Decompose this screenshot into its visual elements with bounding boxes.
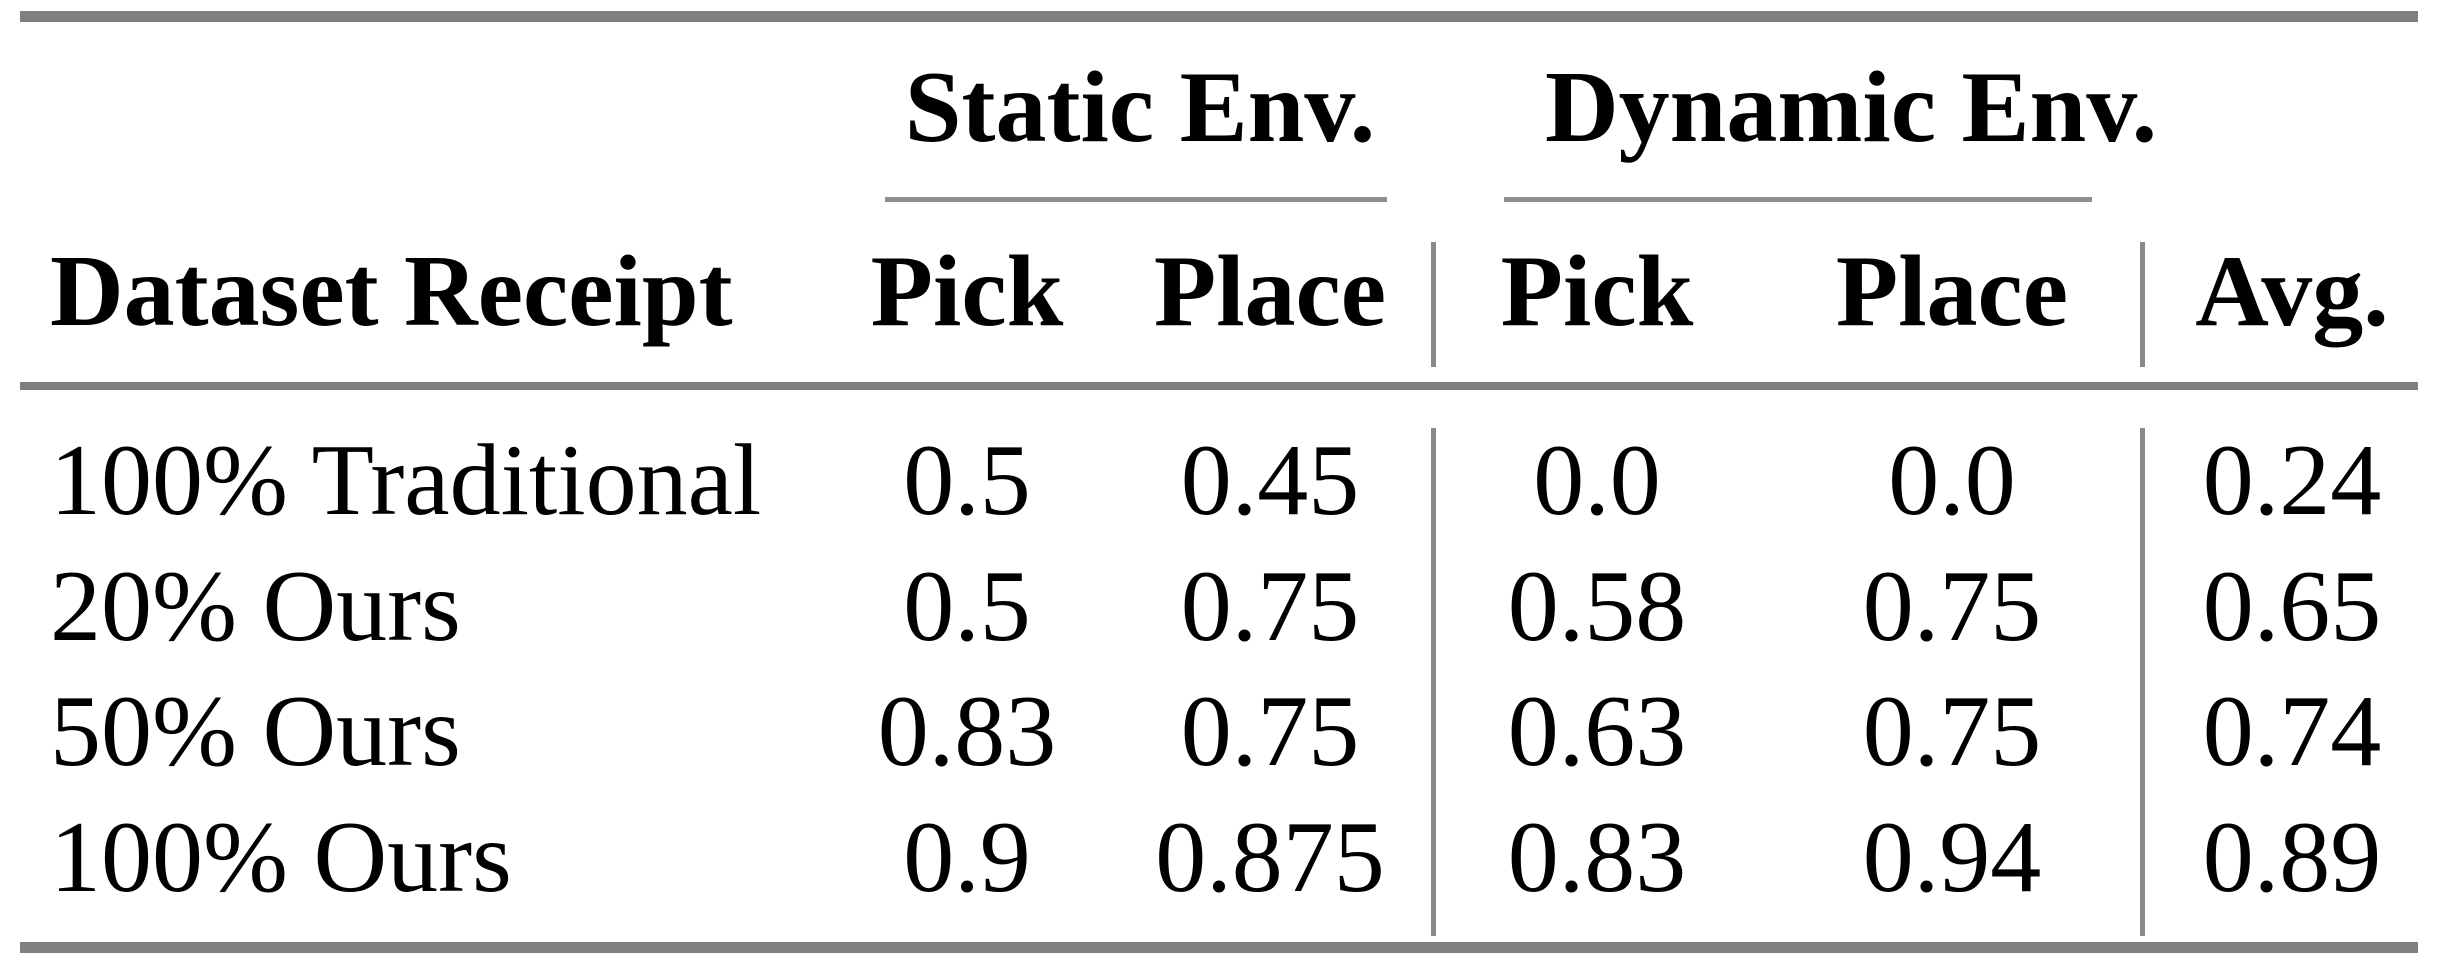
column-header-dynamic-pick: Pick — [1500, 235, 1694, 348]
column-header-static-pick: Pick — [870, 235, 1064, 348]
row-label: 100% Ours — [50, 801, 512, 914]
group-header-static-env: Static Env. — [904, 51, 1376, 164]
static-place-value: 0.45 — [1180, 424, 1360, 537]
column-divider-2-upper — [2140, 242, 2145, 367]
static-pick-value: 0.9 — [903, 801, 1031, 914]
group-header-dynamic-env: Dynamic Env. — [1545, 51, 2158, 164]
static-pick-value: 0.5 — [903, 424, 1031, 537]
table-row: 100% Traditional 0.5 0.45 0.0 0.0 0.24 — [0, 421, 2440, 541]
dynamic-place-value: 0.94 — [1862, 801, 2042, 914]
avg-value: 0.89 — [2202, 801, 2382, 914]
static-place-value: 0.75 — [1180, 675, 1360, 788]
avg-value: 0.74 — [2202, 675, 2382, 788]
dynamic-pick-value: 0.63 — [1507, 675, 1687, 788]
static-place-value: 0.75 — [1180, 550, 1360, 663]
column-header-row: Dataset Receipt Pick Place Pick Place Av… — [0, 232, 2440, 352]
dynamic-place-value: 0.0 — [1888, 424, 2016, 537]
static-place-value: 0.875 — [1155, 801, 1385, 914]
column-divider-2-lower — [2140, 428, 2145, 936]
avg-value: 0.24 — [2202, 424, 2382, 537]
table-row: 20% Ours 0.5 0.75 0.58 0.75 0.65 — [0, 547, 2440, 667]
row-label: 100% Traditional — [50, 424, 762, 537]
column-divider-1-lower — [1431, 428, 1436, 936]
row-label: 20% Ours — [50, 550, 461, 663]
column-header-dataset-receipt: Dataset Receipt — [50, 235, 733, 348]
dynamic-place-value: 0.75 — [1862, 675, 2042, 788]
column-divider-1-upper — [1431, 242, 1436, 367]
dynamic-env-cmidrule — [1504, 197, 2092, 202]
table-row: 100% Ours 0.9 0.875 0.83 0.94 0.89 — [0, 798, 2440, 918]
header-midrule — [20, 382, 2418, 390]
table-row: 50% Ours 0.83 0.75 0.63 0.75 0.74 — [0, 672, 2440, 792]
column-header-dynamic-place: Place — [1835, 235, 2069, 348]
dynamic-place-value: 0.75 — [1862, 550, 2042, 663]
static-pick-value: 0.5 — [903, 550, 1031, 663]
dynamic-pick-value: 0.83 — [1507, 801, 1687, 914]
static-env-cmidrule — [885, 197, 1387, 202]
column-header-avg: Avg. — [2195, 235, 2389, 348]
dynamic-pick-value: 0.0 — [1533, 424, 1661, 537]
static-pick-value: 0.83 — [877, 675, 1057, 788]
top-rule — [20, 11, 2418, 22]
column-header-static-place: Place — [1153, 235, 1387, 348]
dynamic-pick-value: 0.58 — [1507, 550, 1687, 663]
avg-value: 0.65 — [2202, 550, 2382, 663]
bottom-rule — [20, 942, 2418, 953]
group-header-row: Static Env. Dynamic Env. — [0, 48, 2440, 168]
row-label: 50% Ours — [50, 675, 461, 788]
